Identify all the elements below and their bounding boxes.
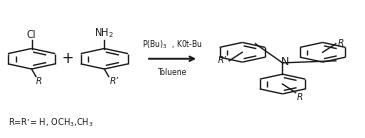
Text: Toluene: Toluene	[158, 68, 187, 77]
Text: R’: R’	[110, 76, 119, 86]
Text: +: +	[62, 51, 74, 66]
Text: NH$_2$: NH$_2$	[95, 26, 114, 40]
Text: N: N	[281, 57, 289, 67]
Text: R’: R’	[218, 56, 227, 65]
Text: R: R	[338, 39, 344, 48]
Text: R=R’= H, OCH$_3$,CH$_3$: R=R’= H, OCH$_3$,CH$_3$	[8, 117, 93, 129]
Text: P(Bu)$_3$  , K0t-Bu: P(Bu)$_3$ , K0t-Bu	[142, 39, 203, 51]
Text: R: R	[36, 76, 42, 86]
Text: R: R	[297, 93, 303, 102]
Text: Cl: Cl	[27, 30, 36, 40]
